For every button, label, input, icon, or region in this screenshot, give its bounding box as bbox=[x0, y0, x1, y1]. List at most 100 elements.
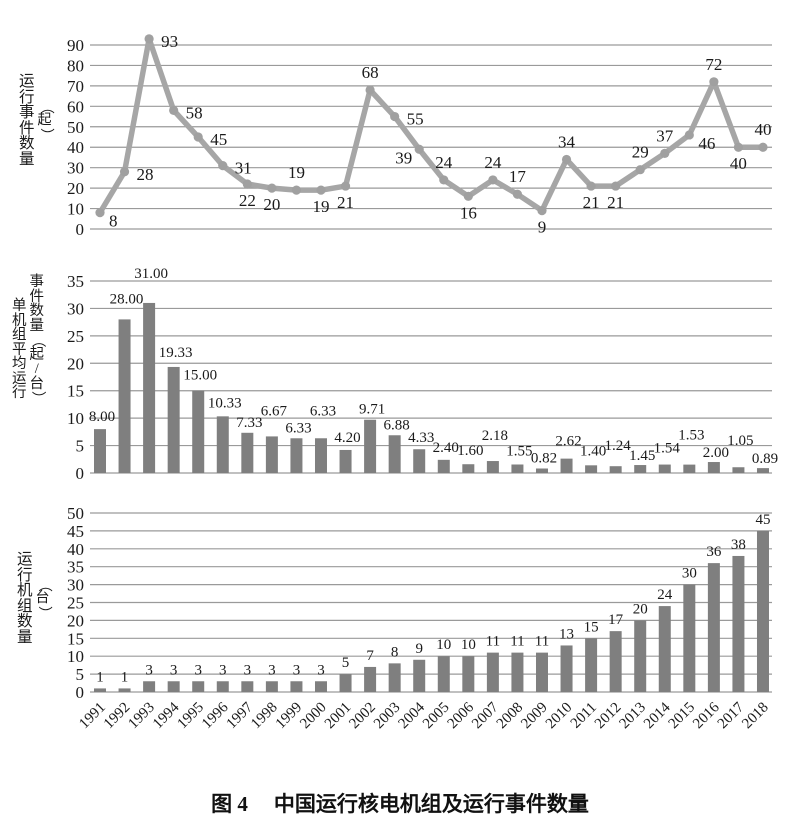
x-tick-label: 2006 bbox=[445, 699, 478, 732]
data-label: 21 bbox=[337, 193, 354, 212]
bar bbox=[683, 584, 696, 692]
data-point-marker bbox=[218, 161, 228, 171]
data-label: 6.88 bbox=[384, 417, 410, 433]
data-label: 13 bbox=[559, 626, 574, 642]
y-tick-label: 25 bbox=[67, 327, 84, 346]
bar bbox=[314, 681, 327, 692]
avg-events-axis-title-text: 单机组平均运行 bbox=[12, 298, 27, 401]
data-label: 1.45 bbox=[629, 448, 655, 464]
data-label: 1.40 bbox=[580, 443, 606, 459]
data-label: 37 bbox=[656, 126, 674, 145]
data-label: 4.33 bbox=[408, 430, 434, 446]
y-tick-label: 45 bbox=[67, 522, 84, 541]
data-point-marker bbox=[537, 206, 547, 216]
bar bbox=[388, 663, 401, 692]
data-label: 10 bbox=[461, 637, 476, 653]
bar bbox=[413, 659, 426, 692]
y-tick-label: 20 bbox=[67, 179, 84, 198]
x-tick-label: 1999 bbox=[273, 700, 306, 733]
data-label: 20 bbox=[263, 195, 280, 214]
data-label: 30 bbox=[682, 566, 697, 582]
x-tick-label: 2016 bbox=[690, 699, 723, 732]
data-label: 40 bbox=[730, 154, 747, 173]
y-tick-label: 5 bbox=[76, 437, 85, 456]
bar bbox=[683, 464, 696, 473]
data-point-marker bbox=[193, 132, 203, 142]
avg-events-bar-chart-svg: 0 5 10 15 20 25 30 35 8.00 28.00 31.00 19.33 15.00 10… bbox=[67, 266, 778, 480]
bar bbox=[585, 465, 598, 473]
bar bbox=[241, 432, 254, 473]
data-point-marker bbox=[488, 175, 498, 185]
data-point-marker bbox=[561, 154, 572, 165]
units-axis-title-text: 运行机组数量 bbox=[17, 551, 33, 646]
y-tick-label: 50 bbox=[67, 118, 84, 137]
data-point-marker bbox=[684, 130, 694, 140]
data-label: 19.33 bbox=[159, 345, 193, 361]
y-tick-label: 50 bbox=[67, 504, 84, 523]
bar bbox=[732, 467, 745, 473]
y-tick-label: 10 bbox=[67, 200, 84, 219]
bar bbox=[658, 464, 671, 473]
data-label: 3 bbox=[268, 662, 276, 678]
data-point-marker bbox=[267, 183, 277, 193]
bar bbox=[94, 688, 106, 692]
data-label: 3 bbox=[244, 662, 252, 678]
x-tick-label: 2013 bbox=[617, 700, 650, 733]
bar bbox=[511, 652, 524, 692]
events-axis-unit: （起） bbox=[37, 99, 53, 142]
y-tick-label: 30 bbox=[67, 159, 84, 178]
data-label: 36 bbox=[706, 544, 722, 560]
data-point-marker bbox=[512, 189, 523, 199]
units-axis-unit: （台） bbox=[35, 577, 51, 620]
units-bars bbox=[94, 530, 769, 692]
bar bbox=[216, 681, 229, 692]
data-point-marker bbox=[635, 165, 645, 175]
bar bbox=[707, 563, 720, 692]
figure-caption: 图 4 中国运行核电机组及运行事件数量 bbox=[0, 780, 800, 818]
events-axis-title: 运行事件数量 （起） bbox=[19, 73, 53, 168]
data-point-marker bbox=[119, 167, 130, 177]
y-tick-label: 0 bbox=[76, 464, 85, 480]
x-tick-label: 2015 bbox=[666, 700, 699, 733]
x-tick-label: 2003 bbox=[371, 700, 404, 733]
figure-label: 图 4 bbox=[211, 792, 248, 816]
data-label: 6.33 bbox=[285, 420, 311, 436]
bar bbox=[364, 419, 377, 473]
data-point-marker bbox=[291, 185, 302, 195]
x-tick-label: 1997 bbox=[224, 699, 257, 732]
y-tick-label: 70 bbox=[67, 77, 84, 96]
data-label: 29 bbox=[632, 143, 649, 162]
data-point-marker bbox=[463, 191, 473, 201]
data-label: 5 bbox=[342, 655, 350, 671]
x-tick-label: 2002 bbox=[346, 700, 379, 733]
bar bbox=[388, 435, 401, 473]
events-axis-title-text: 运行事件数量 bbox=[19, 73, 35, 168]
x-tick-label: 2012 bbox=[592, 700, 625, 733]
data-label: 11 bbox=[535, 634, 549, 650]
data-label: 19 bbox=[312, 197, 329, 216]
data-label: 3 bbox=[145, 662, 153, 678]
y-tick-label: 40 bbox=[67, 138, 84, 157]
data-label: 2.62 bbox=[555, 434, 581, 450]
data-label: 1 bbox=[96, 669, 104, 685]
data-label: 10 bbox=[436, 637, 451, 653]
bar bbox=[290, 681, 303, 692]
data-point-marker bbox=[733, 142, 744, 152]
y-tick-label: 60 bbox=[67, 97, 84, 116]
data-label: 2.18 bbox=[482, 428, 508, 444]
y-tick-label: 15 bbox=[67, 382, 84, 401]
y-tick-label: 10 bbox=[67, 647, 84, 666]
data-label: 2.00 bbox=[703, 445, 729, 461]
bar bbox=[560, 645, 573, 692]
data-label: 93 bbox=[161, 32, 178, 51]
x-tick-label: 1992 bbox=[101, 700, 134, 733]
data-label: 3 bbox=[194, 662, 202, 678]
y-tick-label: 90 bbox=[67, 36, 84, 55]
data-point-marker bbox=[169, 105, 179, 116]
data-label: 38 bbox=[731, 537, 746, 553]
avg-events-data-labels: 8.0028.0031.0019.3315.0010.337.336.676.3… bbox=[89, 266, 778, 467]
data-label: 1.54 bbox=[654, 441, 681, 457]
bar bbox=[167, 681, 180, 692]
bar bbox=[118, 319, 131, 473]
data-label: 28.00 bbox=[110, 291, 144, 307]
